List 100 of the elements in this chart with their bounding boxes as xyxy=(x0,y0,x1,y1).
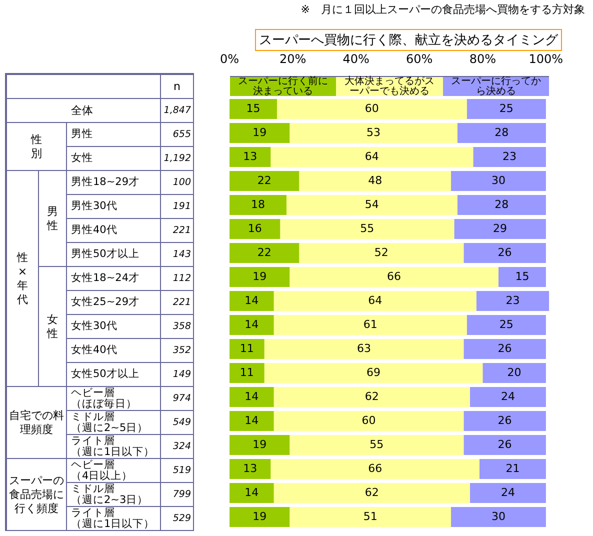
data-label: 53 xyxy=(366,126,380,139)
bar xyxy=(470,387,546,407)
data-label: 26 xyxy=(498,438,512,451)
y-tick-label: 男性30代 xyxy=(71,200,118,212)
data-label: 55 xyxy=(360,222,374,235)
data-label: 14 xyxy=(244,414,259,427)
bar xyxy=(451,507,546,527)
y-tick-label: ライト層（週に1日以下） xyxy=(71,506,155,530)
y2-tick-label: 655 xyxy=(161,123,194,147)
data-label: 30 xyxy=(491,174,506,187)
data-label: 60 xyxy=(364,102,379,115)
text: 男性 xyxy=(46,204,59,232)
bar xyxy=(466,315,546,335)
y-tick-label: ライト層（週に1日以下） xyxy=(71,434,155,458)
y-tick-label: ヘビー層（ほぼ毎日） xyxy=(71,386,137,410)
bar xyxy=(230,243,300,263)
y2-tick-label: 1,192 xyxy=(161,147,194,171)
y2-tick-label: 143 xyxy=(161,243,194,267)
y-tick-label: 男性50才以上 xyxy=(71,248,140,260)
x-tick-label: 40% xyxy=(342,52,370,66)
bar xyxy=(299,171,452,191)
y2-tick-label: 352 xyxy=(161,339,194,363)
bar xyxy=(290,507,452,527)
data-label: 15 xyxy=(515,270,530,283)
bar xyxy=(230,147,271,167)
y2-tick-label: 112 xyxy=(161,267,194,291)
data-label: 63 xyxy=(356,342,371,355)
bar xyxy=(230,459,271,479)
bar xyxy=(264,363,483,383)
bar xyxy=(457,195,546,215)
y-tick-label: 女性25~29才 xyxy=(71,296,140,308)
data-label: 28 xyxy=(494,126,509,139)
data-label: 16 xyxy=(248,222,262,235)
data-label: 66 xyxy=(387,270,402,283)
y2-tick-label: 324 xyxy=(161,435,194,459)
bar xyxy=(230,363,264,383)
bar xyxy=(482,363,546,383)
data-label: 48 xyxy=(368,174,382,187)
y2-tick-label: 191 xyxy=(161,195,194,219)
data-label: 14 xyxy=(244,390,259,403)
data-label: 62 xyxy=(364,486,379,499)
x-tick-label: 60% xyxy=(406,52,433,66)
data-label: 64 xyxy=(364,150,379,163)
text: 自宅での料理頻度 xyxy=(8,408,65,436)
chart-title: スーパーへ買物に行く際、献立を決めるタイミング xyxy=(255,29,562,51)
data-label: 23 xyxy=(506,294,520,307)
data-label: 14 xyxy=(244,486,259,499)
data-label: 25 xyxy=(499,318,514,331)
y2-tick-label: 149 xyxy=(161,363,194,387)
bar xyxy=(230,387,274,407)
data-label: 14 xyxy=(244,294,259,307)
y2-tick-label: 799 xyxy=(161,483,194,507)
bar xyxy=(280,219,454,239)
bar xyxy=(479,459,546,479)
bar xyxy=(470,483,546,503)
data-label: 30 xyxy=(491,510,506,523)
y-tick-label: 女性 xyxy=(71,152,93,164)
y-tick-label: 女性40代 xyxy=(71,344,118,356)
text: 女性 xyxy=(46,312,59,340)
series-label: スーパーに行く前に決まっている xyxy=(238,76,328,96)
data-label: 60 xyxy=(362,414,376,427)
data-label: 21 xyxy=(506,462,520,475)
bar xyxy=(230,315,274,335)
bar xyxy=(230,507,290,527)
bar xyxy=(473,147,546,167)
y2-tick-label: 549 xyxy=(161,411,194,435)
data-label: 15 xyxy=(246,102,260,115)
bar xyxy=(274,483,470,503)
text: n xyxy=(161,75,194,99)
bar xyxy=(454,219,546,239)
bar xyxy=(290,267,498,287)
bar xyxy=(230,291,274,311)
data-label: 23 xyxy=(502,150,517,163)
data-label: 19 xyxy=(252,126,267,139)
bar xyxy=(464,339,546,359)
y-tick-label: 女性30代 xyxy=(71,320,118,332)
bar xyxy=(230,339,264,359)
y2-tick-label: 974 xyxy=(161,387,194,411)
data-label: 11 xyxy=(240,366,254,379)
y-tick-label: 女性50才以上 xyxy=(71,368,140,380)
y2-tick-label: 221 xyxy=(161,291,194,315)
text: ※ 月に１回以上スーパーの食品売場へ買物をする方対象 xyxy=(300,2,585,17)
bar xyxy=(299,243,464,263)
data-label: 28 xyxy=(494,198,509,211)
data-label: 62 xyxy=(364,390,379,403)
data-label: 19 xyxy=(252,510,267,523)
bar xyxy=(274,315,467,335)
bar xyxy=(464,243,546,263)
data-label: 26 xyxy=(498,414,512,427)
text: 性別 xyxy=(30,132,43,160)
bar xyxy=(464,411,546,431)
bar xyxy=(230,267,290,287)
bar xyxy=(464,435,546,455)
series-label: スーパーに行ってから決める xyxy=(450,76,541,96)
bar xyxy=(274,387,470,407)
bar xyxy=(270,459,480,479)
y-tick-label: 男性 xyxy=(71,128,93,140)
bar xyxy=(457,123,546,143)
y2-tick-label: 358 xyxy=(161,315,194,339)
data-label: 26 xyxy=(498,246,512,259)
